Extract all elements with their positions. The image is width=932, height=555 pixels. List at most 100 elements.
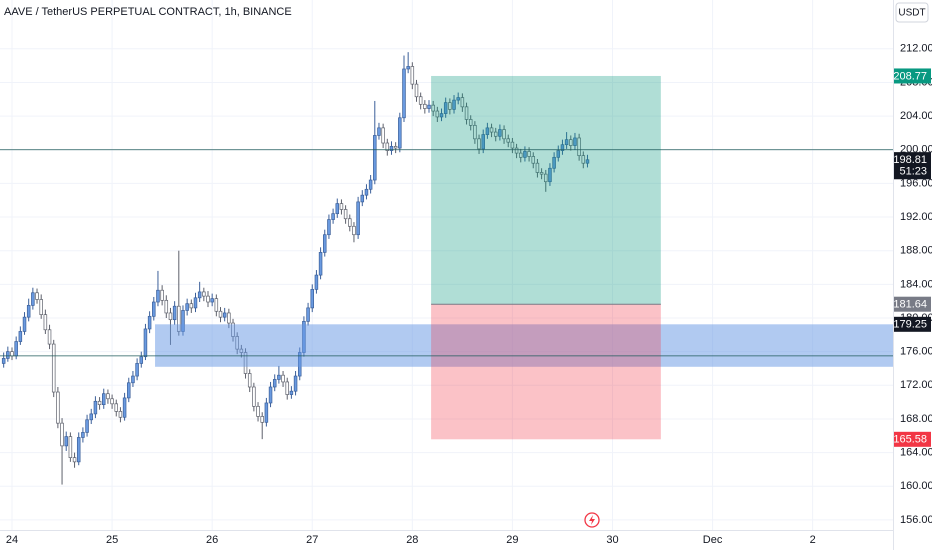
candle-body bbox=[81, 432, 85, 438]
candle-body bbox=[431, 104, 435, 112]
candle-body bbox=[585, 159, 590, 164]
candle-body bbox=[97, 400, 102, 406]
stop-badge bbox=[894, 431, 931, 447]
y-tick-label: 168.00 bbox=[900, 413, 932, 425]
candle-body bbox=[548, 167, 552, 183]
candle-body bbox=[47, 329, 52, 345]
replay-icon[interactable] bbox=[584, 512, 600, 528]
candle-body bbox=[414, 83, 419, 98]
candle-body bbox=[523, 151, 527, 158]
zone-badge-label: 179.25 bbox=[893, 319, 927, 331]
candle-body bbox=[72, 457, 77, 463]
candle-body bbox=[498, 129, 502, 137]
candle-body bbox=[410, 66, 415, 85]
candle-body bbox=[352, 225, 356, 236]
x-tick-label: 2 bbox=[810, 534, 816, 546]
candle-body bbox=[493, 131, 498, 137]
y-tick-label: 156.00 bbox=[900, 514, 932, 526]
candle-body bbox=[293, 375, 298, 392]
candle-body bbox=[306, 307, 310, 322]
y-tick-label: 188.00 bbox=[900, 245, 932, 257]
candle-body bbox=[10, 351, 14, 357]
candle-body bbox=[76, 437, 81, 463]
candle-body bbox=[160, 289, 164, 301]
candle-body bbox=[552, 156, 556, 169]
candle-body bbox=[218, 310, 223, 318]
candle-body bbox=[210, 298, 214, 303]
candle-body bbox=[518, 152, 523, 158]
x-tick-label: 28 bbox=[406, 534, 418, 546]
candle-body bbox=[393, 146, 398, 149]
candle-body bbox=[247, 373, 252, 388]
candle-body bbox=[323, 234, 327, 253]
candle-body bbox=[485, 127, 490, 135]
candle-body bbox=[127, 382, 131, 399]
y-tick-label: 176.00 bbox=[900, 346, 932, 358]
candle-body bbox=[68, 436, 73, 459]
candle-body bbox=[531, 156, 536, 164]
candle-body bbox=[569, 139, 573, 146]
stop-badge-label: 165.58 bbox=[893, 434, 927, 446]
replay-icon-bolt[interactable] bbox=[589, 515, 595, 525]
candle-body bbox=[256, 405, 260, 417]
candle-body bbox=[31, 292, 35, 306]
candle-body bbox=[343, 209, 348, 220]
candle-body bbox=[260, 416, 264, 423]
candle-body bbox=[360, 194, 365, 203]
candle-body bbox=[335, 203, 340, 215]
candle-body bbox=[402, 68, 406, 119]
candle-body bbox=[152, 301, 156, 317]
candle-body bbox=[277, 374, 281, 380]
candle-body bbox=[514, 147, 519, 154]
currency-button[interactable] bbox=[895, 2, 929, 23]
entry-badge bbox=[894, 296, 931, 312]
candle-body bbox=[101, 393, 106, 406]
candle-body bbox=[26, 305, 31, 318]
candle-body bbox=[389, 146, 394, 151]
candle-body bbox=[35, 292, 39, 300]
candle-body bbox=[364, 188, 369, 196]
candle-body bbox=[539, 172, 544, 175]
candle-body bbox=[473, 124, 477, 140]
candle-body bbox=[448, 102, 452, 110]
x-tick-label: 24 bbox=[6, 534, 18, 546]
candle-body bbox=[427, 104, 431, 109]
candle-body bbox=[577, 137, 581, 156]
candle-body bbox=[464, 106, 469, 120]
candle-body bbox=[193, 297, 198, 309]
candle-body bbox=[398, 117, 402, 149]
candle-body bbox=[122, 397, 127, 418]
candle-body bbox=[506, 138, 510, 143]
candle-body bbox=[168, 312, 173, 321]
candle-body bbox=[156, 289, 160, 303]
candle-body bbox=[14, 341, 18, 357]
countdown-label: 51:23 bbox=[899, 166, 927, 178]
x-tick-label: Dec bbox=[703, 534, 723, 546]
candle-body bbox=[377, 127, 381, 136]
candle-body bbox=[348, 218, 352, 227]
candle-body bbox=[214, 298, 219, 312]
y-tick-label: 184.00 bbox=[900, 278, 932, 290]
candle-body bbox=[285, 381, 289, 395]
currency-label[interactable]: USDT bbox=[898, 8, 925, 19]
candle-body bbox=[197, 291, 202, 299]
candle-body bbox=[106, 393, 110, 400]
candle-body bbox=[272, 379, 277, 388]
candle-body bbox=[227, 312, 231, 324]
y-tick-label: 192.00 bbox=[900, 211, 932, 223]
candle-body bbox=[139, 356, 144, 364]
x-tick-label: 30 bbox=[606, 534, 618, 546]
candle-body bbox=[381, 127, 385, 144]
candle-body bbox=[456, 97, 460, 101]
candle-body bbox=[418, 96, 423, 105]
chart-title: AAVE / TetherUS PERPETUAL CONTRACT, 1h, … bbox=[4, 6, 292, 18]
candle-body bbox=[110, 398, 114, 405]
candle-body bbox=[535, 162, 540, 173]
candle-body bbox=[331, 213, 335, 220]
candle-body bbox=[373, 135, 377, 181]
target-badge-label: 208.77 bbox=[893, 70, 927, 82]
candle-body bbox=[206, 295, 210, 303]
candle-body bbox=[268, 386, 273, 404]
